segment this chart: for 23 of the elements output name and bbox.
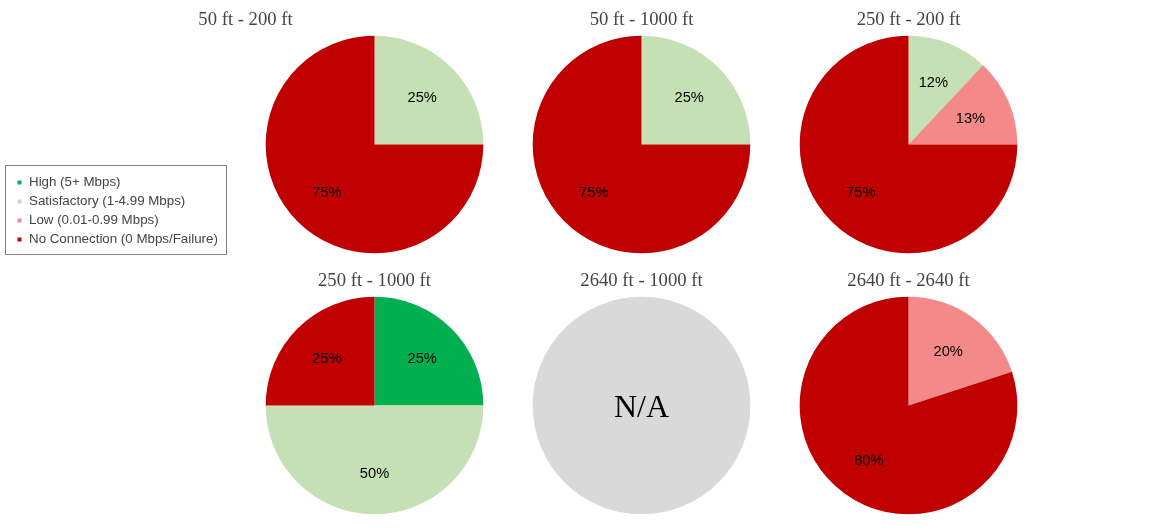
- chart-title: 50 ft - 200 ft: [198, 7, 294, 29]
- data-label: 20%: [933, 342, 963, 359]
- chart-title: 2640 ft - 1000 ft: [580, 268, 704, 290]
- data-label: 50%: [359, 464, 390, 481]
- data-label: 25%: [674, 88, 704, 105]
- chart-title: 250 ft - 1000 ft: [318, 268, 432, 290]
- data-label: 75%: [579, 184, 609, 201]
- data-label: 25%: [407, 349, 437, 366]
- text: N/A: [613, 387, 670, 424]
- chart-title: 2640 ft - 2640 ft: [847, 268, 971, 290]
- data-label: 12%: [918, 73, 949, 90]
- legend-label: High (5+ Mbps): [29, 174, 121, 189]
- legend-label: Satisfactory (1-4.99 Mbps): [29, 193, 186, 208]
- data-label: 25%: [312, 349, 342, 366]
- data-label: 13%: [955, 109, 986, 126]
- chart-title: 50 ft - 1000 ft: [589, 7, 695, 29]
- data-label: 75%: [312, 184, 342, 201]
- legend-label: Low (0.01-0.99 Mbps): [29, 212, 159, 227]
- legend-label: No Connection (0 Mbps/Failure): [29, 231, 218, 246]
- data-label: 75%: [846, 184, 876, 201]
- data-label: 80%: [854, 452, 884, 469]
- chart-title: 250 ft - 200 ft: [856, 7, 962, 29]
- data-label: 25%: [407, 88, 437, 105]
